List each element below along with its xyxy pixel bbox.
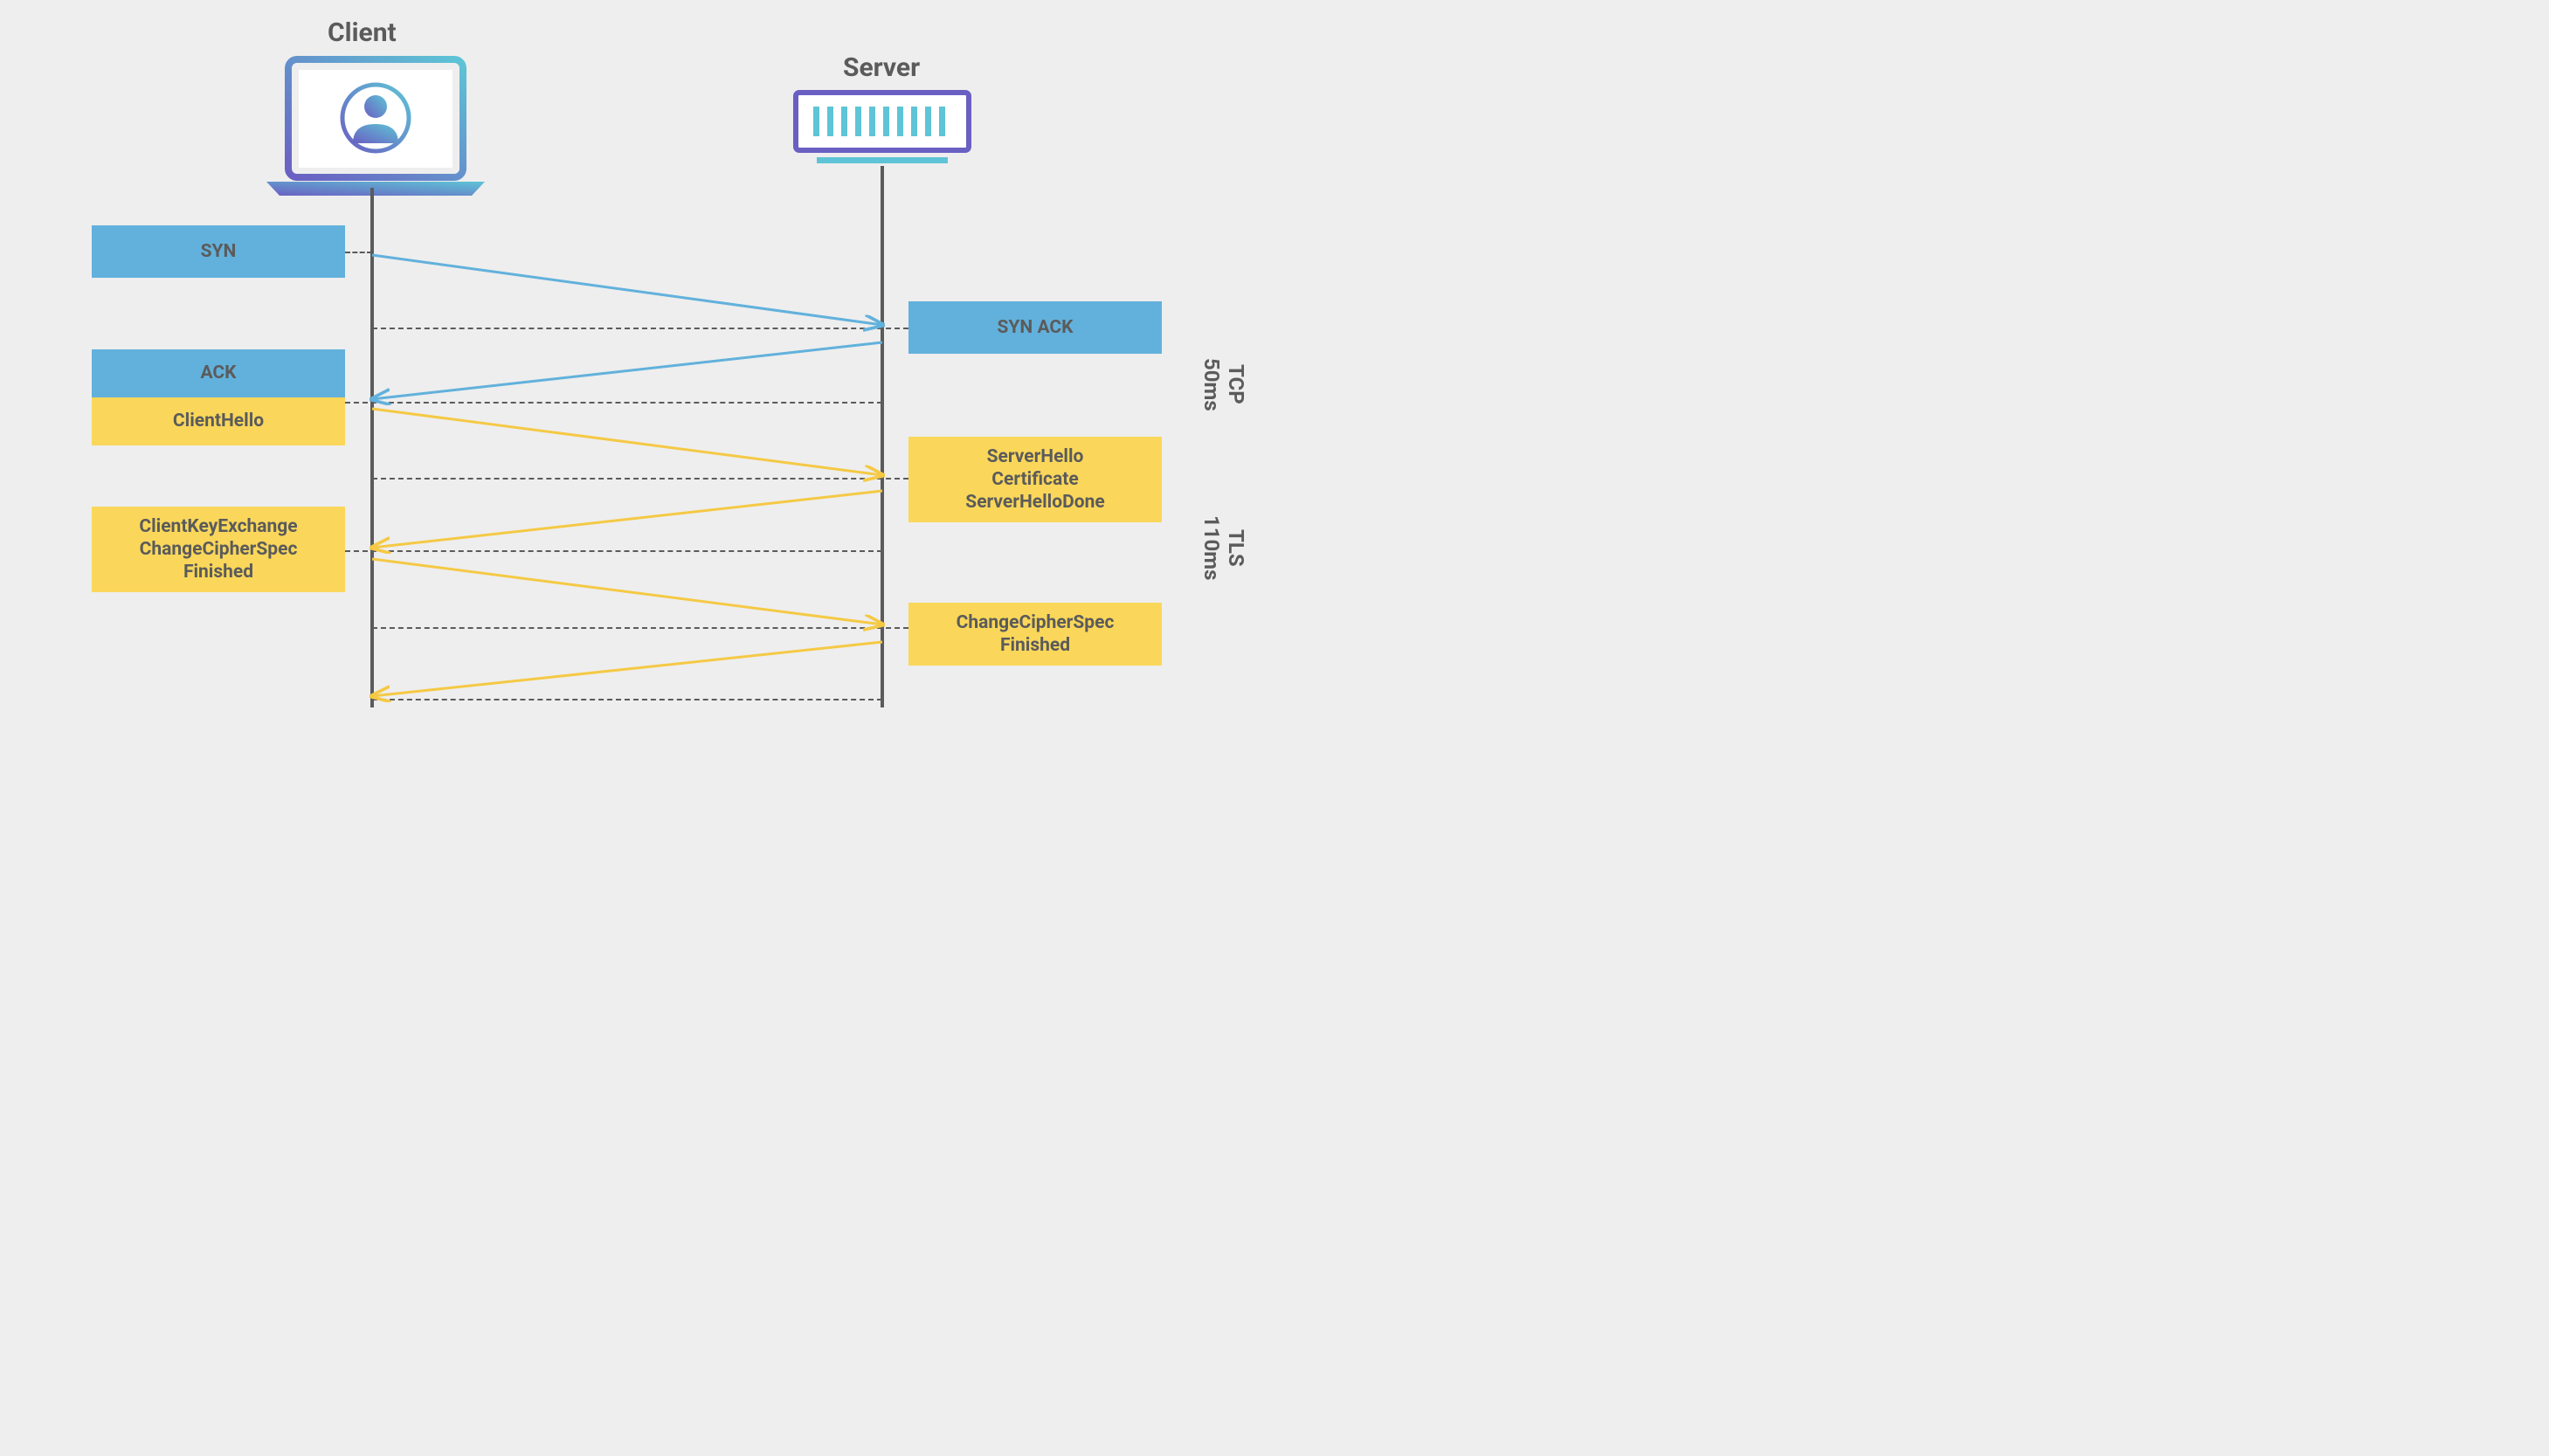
message-line: ACK: [200, 362, 236, 384]
phase-label-line: TCP: [1224, 341, 1248, 428]
dash-line: [345, 402, 882, 404]
client-lifeline: [370, 188, 374, 707]
message-line: ServerHelloDone: [965, 491, 1104, 514]
dash-line: [372, 478, 908, 480]
message-ack: ACK: [92, 349, 345, 397]
message-syn: SYN: [92, 225, 345, 278]
dash-line: [372, 627, 908, 629]
message-line: Finished: [183, 561, 253, 583]
dash-line: [372, 328, 908, 329]
dash-line: [372, 699, 882, 700]
dash-line: [345, 252, 372, 253]
message-line: ServerHello: [987, 445, 1084, 468]
message-line: ChangeCipherSpec: [140, 538, 298, 561]
message-line: Certificate: [991, 468, 1078, 491]
arrow-tcp: [372, 342, 882, 399]
message-line: Finished: [1000, 634, 1070, 657]
message-line: ClientHello: [173, 410, 264, 432]
message-synack: SYN ACK: [908, 301, 1162, 354]
message-line: ClientKeyExchange: [139, 515, 297, 538]
message-serverfin: ChangeCipherSpecFinished: [908, 603, 1162, 666]
phase-label-line: 110ms: [1199, 498, 1224, 598]
client-laptop-icon: [262, 52, 489, 201]
client-title: Client: [328, 17, 397, 48]
message-line: ChangeCipherSpec: [957, 611, 1115, 634]
server-title: Server: [843, 52, 920, 83]
sequence-diagram: Client Server: [0, 0, 1274, 728]
server-lifeline: [881, 166, 884, 707]
server-rack-icon: [791, 87, 974, 175]
message-line: SYN: [201, 240, 237, 263]
message-clienthello: ClientHello: [92, 397, 345, 445]
dash-line: [345, 550, 882, 552]
phase-label-line: 50ms: [1199, 341, 1224, 428]
phase-label-line: TLS: [1224, 498, 1248, 598]
arrow-tls: [372, 409, 882, 475]
arrow-tls: [372, 642, 882, 696]
message-serverhello: ServerHelloCertificateServerHelloDone: [908, 437, 1162, 522]
arrow-tls: [372, 559, 882, 624]
arrow-tcp: [372, 255, 882, 325]
message-line: SYN ACK: [998, 316, 1074, 339]
phase-label-tls: TLS110ms: [1199, 498, 1248, 598]
phase-label-tcp: TCP50ms: [1199, 341, 1248, 428]
message-clientkex: ClientKeyExchangeChangeCipherSpecFinishe…: [92, 507, 345, 592]
arrow-tls: [372, 491, 882, 548]
